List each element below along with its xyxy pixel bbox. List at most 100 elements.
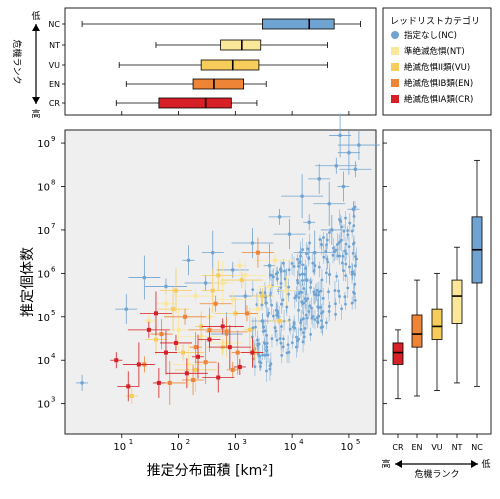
legend-title: レッドリストカテゴリ — [390, 15, 480, 27]
scatter-point-NC — [297, 292, 301, 295]
scatter-point-NC — [334, 302, 337, 306]
scatter-point-NC — [265, 369, 268, 373]
rank-axis-high-label-bottom: 高 — [381, 458, 390, 470]
scatter-point-NC — [340, 261, 344, 265]
scatter-point-NT — [146, 318, 151, 323]
scatter-point-NC — [297, 264, 300, 268]
y-tick-label: 10 — [37, 183, 50, 194]
scatter-point-NC — [295, 335, 298, 339]
scatter-point-NC — [292, 265, 296, 268]
scatter-point-NC — [275, 313, 279, 317]
scatter-point-NC — [279, 267, 283, 271]
scatter-point-NC — [324, 249, 328, 253]
scatter-point-NC — [355, 257, 358, 261]
scatter-point-NC — [279, 325, 283, 328]
scatter-point-VU — [247, 327, 252, 332]
scatter-point-CR — [227, 345, 232, 350]
scatter-point-NC — [350, 229, 354, 233]
scatter-panel — [64, 129, 377, 435]
scatter-point-EN — [203, 360, 208, 365]
x-tick-exponent: 5 — [356, 438, 360, 446]
scatter-point-NC — [348, 265, 351, 269]
scatter-point-VU — [181, 350, 186, 355]
right-boxplot: CR EN VU NT NC — [392, 159, 483, 452]
right-category-label-EN: EN — [411, 443, 422, 452]
scatter-point-NC — [301, 317, 305, 321]
scatter-point-NC — [282, 337, 285, 341]
scatter-point-NC — [263, 291, 267, 295]
scatter-point-NC — [317, 265, 321, 269]
scatter-point-NC — [280, 354, 284, 357]
scatter-point-NC — [301, 331, 305, 335]
legend-marker-NC — [391, 31, 399, 39]
scatter-point-NC — [338, 133, 342, 138]
scatter-point-NC — [267, 311, 271, 315]
scatter-point-NC — [325, 257, 329, 261]
top-category-label-VU: VU — [49, 61, 60, 70]
scatter-point-NC — [325, 243, 328, 247]
scatter-point-NC — [327, 201, 332, 206]
scatter-point-NC — [299, 318, 303, 322]
scatter-point-NC — [298, 273, 302, 277]
scatter-point-NC — [348, 221, 352, 225]
scatter-point-NC — [304, 266, 307, 270]
scatter-point-NC — [304, 313, 308, 317]
y-tick-label: 10 — [37, 226, 50, 237]
scatter-point-NC — [322, 236, 325, 239]
scatter-point-EN — [213, 301, 218, 306]
legend-marker-EN — [391, 79, 399, 87]
scatter-point-EN — [183, 314, 188, 319]
right-box-NT — [451, 279, 463, 324]
scatter-point-NC — [301, 248, 304, 251]
scatter-point-NC — [298, 261, 302, 265]
scatter-point-EN — [207, 327, 212, 332]
x-tick-exponent: 2 — [186, 438, 190, 446]
scatter-point-NC — [261, 353, 264, 357]
legend-label-EN: 絶滅危惧IB類(EN) — [404, 78, 473, 89]
right-box-EN — [411, 314, 423, 348]
scatter-point-NC — [250, 241, 255, 245]
scatter-point-VU — [260, 294, 265, 299]
scatter-point-EN — [191, 378, 196, 383]
scatter-point-NC — [344, 302, 347, 306]
top-category-label-NT: NT — [49, 41, 60, 50]
scatter-point-EN — [193, 345, 198, 350]
right-category-label-NT: NT — [452, 443, 463, 452]
scatter-point-NC — [341, 184, 346, 189]
scatter-point-NC — [312, 290, 316, 294]
scatter-point-NC — [279, 269, 283, 273]
scatter-point-NC — [335, 243, 339, 246]
scatter-point-NC — [351, 251, 355, 255]
scatter-point-NC — [313, 318, 317, 321]
scatter-point-NC — [288, 327, 292, 331]
scatter-point-NC — [275, 338, 279, 342]
scatter-point-NC — [287, 232, 292, 236]
scatter-point-CR — [250, 350, 255, 355]
scatter-point-NT — [237, 263, 242, 268]
scatter-point-NC — [317, 177, 322, 181]
scatter-point-NC — [324, 271, 328, 275]
scatter-point-NC — [272, 314, 275, 318]
scatter-point-NC — [332, 246, 335, 250]
right-category-label-VU: VU — [431, 443, 442, 452]
y-tick-exponent: 6 — [51, 265, 56, 273]
scatter-point-NC — [346, 233, 350, 237]
scatter-point-NC — [299, 328, 303, 331]
legend-box — [382, 7, 492, 116]
scatter-point-NC — [287, 350, 291, 354]
rank-axis-title-vertical: 危機ランク — [11, 39, 23, 84]
scatter-point-NC — [296, 278, 299, 282]
scatter-point-NC — [265, 333, 269, 337]
arrowhead-down — [32, 97, 40, 104]
scatter-point-CR — [196, 354, 201, 359]
scatter-point-NC — [304, 299, 308, 303]
scatter-point-NC — [281, 261, 285, 265]
scatter-point-NC — [331, 253, 335, 257]
scatter-point-NC — [317, 290, 321, 294]
scatter-point-NC — [286, 343, 290, 347]
x-tick-exponent: 1 — [129, 438, 133, 446]
scatter-point-NC — [344, 216, 347, 220]
scatter-point-EN — [255, 250, 260, 255]
scatter-point-NC — [124, 307, 129, 311]
rank-axis-low-label: 低 — [31, 10, 40, 22]
